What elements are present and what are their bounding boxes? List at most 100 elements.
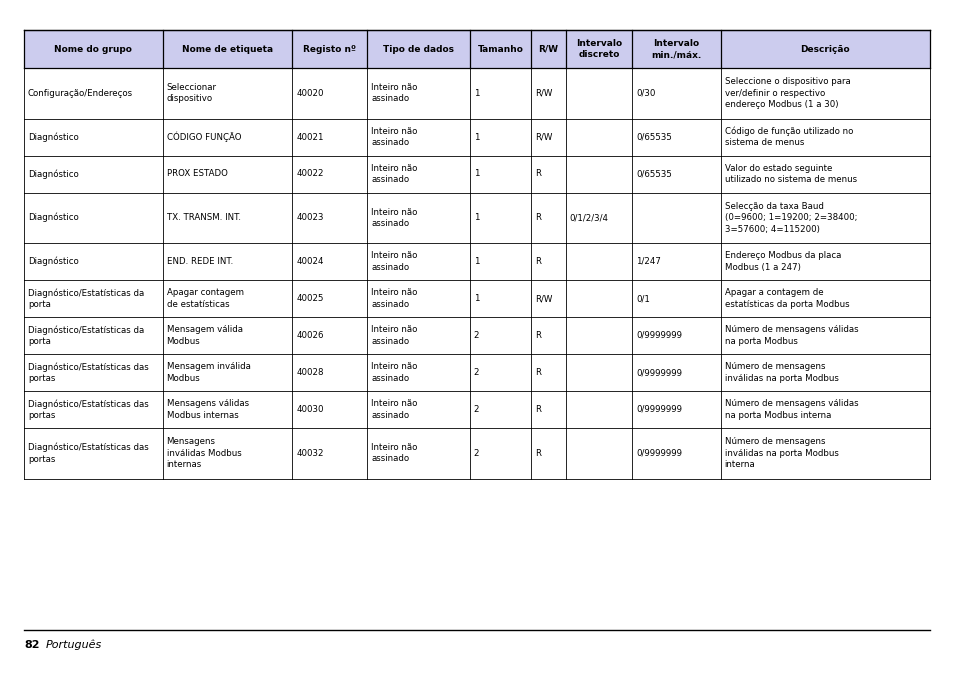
Text: 40024: 40024 — [295, 257, 323, 266]
Text: 1: 1 — [474, 170, 478, 178]
Text: Diagnóstico: Diagnóstico — [28, 133, 79, 142]
Text: 1: 1 — [474, 213, 478, 222]
Text: Diagnóstico/Estatísticas das
portas: Diagnóstico/Estatísticas das portas — [28, 362, 149, 383]
Text: Tipo de dados: Tipo de dados — [383, 44, 454, 53]
Text: Diagnóstico: Diagnóstico — [28, 169, 79, 179]
Text: Registo nº: Registo nº — [303, 44, 355, 53]
Text: Inteiro não
assinado: Inteiro não assinado — [371, 127, 417, 147]
Text: Configuração/Endereços: Configuração/Endereços — [28, 89, 133, 98]
Text: Seleccionar
dispositivo: Seleccionar dispositivo — [167, 83, 216, 104]
Text: Código de função utilizado no
sistema de menus: Código de função utilizado no sistema de… — [724, 127, 852, 147]
Text: Mensagens válidas
Modbus internas: Mensagens válidas Modbus internas — [167, 399, 249, 420]
Text: R: R — [535, 170, 540, 178]
Text: 40022: 40022 — [295, 170, 323, 178]
Text: Diagnóstico/Estatísticas da
porta: Diagnóstico/Estatísticas da porta — [28, 288, 144, 309]
Text: Mensagem inválida
Modbus: Mensagem inválida Modbus — [167, 362, 251, 383]
Bar — [24, 280, 929, 317]
Text: 40032: 40032 — [295, 449, 323, 458]
Text: R: R — [535, 405, 540, 414]
Bar — [24, 354, 929, 391]
Bar — [24, 118, 929, 155]
Text: Selecção da taxa Baud
(0=9600; 1=19200; 2=38400;
3=57600; 4=115200): Selecção da taxa Baud (0=9600; 1=19200; … — [724, 202, 857, 234]
Text: Número de mensagens
inválidas na porta Modbus: Número de mensagens inválidas na porta M… — [724, 362, 838, 383]
Text: Número de mensagens válidas
na porta Modbus: Número de mensagens válidas na porta Mod… — [724, 325, 858, 346]
Text: 40026: 40026 — [295, 331, 323, 340]
Text: 40021: 40021 — [295, 133, 323, 141]
Text: Valor do estado seguinte
utilizado no sistema de menus: Valor do estado seguinte utilizado no si… — [724, 164, 856, 184]
Text: 0/30: 0/30 — [636, 89, 655, 98]
Text: Inteiro não
assinado: Inteiro não assinado — [371, 399, 417, 420]
Bar — [24, 30, 929, 68]
Text: R: R — [535, 331, 540, 340]
Text: Inteiro não
assinado: Inteiro não assinado — [371, 251, 417, 272]
Text: R/W: R/W — [538, 44, 558, 53]
Text: 2: 2 — [474, 405, 478, 414]
Text: Descrição: Descrição — [800, 44, 849, 53]
Text: Mensagens
inválidas Modbus
internas: Mensagens inválidas Modbus internas — [167, 437, 241, 469]
Text: Apagar a contagem de
estatísticas da porta Modbus: Apagar a contagem de estatísticas da por… — [724, 288, 848, 309]
Text: Inteiro não
assinado: Inteiro não assinado — [371, 164, 417, 184]
Text: 40030: 40030 — [295, 405, 323, 414]
Text: Intervalo
discreto: Intervalo discreto — [576, 39, 621, 59]
Text: 0/9999999: 0/9999999 — [636, 449, 681, 458]
Text: Inteiro não
assinado: Inteiro não assinado — [371, 325, 417, 346]
Text: Inteiro não
assinado: Inteiro não assinado — [371, 362, 417, 383]
Bar — [24, 243, 929, 280]
Text: CÓDIGO FUNÇÃO: CÓDIGO FUNÇÃO — [167, 132, 241, 142]
Text: Nome de etiqueta: Nome de etiqueta — [182, 44, 273, 53]
Text: Diagnóstico/Estatísticas das
portas: Diagnóstico/Estatísticas das portas — [28, 443, 149, 464]
Text: 1/247: 1/247 — [636, 257, 660, 266]
Text: 0/9999999: 0/9999999 — [636, 368, 681, 377]
Text: Endereço Modbus da placa
Modbus (1 a 247): Endereço Modbus da placa Modbus (1 a 247… — [724, 251, 841, 272]
Text: TX. TRANSM. INT.: TX. TRANSM. INT. — [167, 213, 240, 222]
Text: Número de mensagens
inválidas na porta Modbus
interna: Número de mensagens inválidas na porta M… — [724, 437, 838, 469]
Text: Nome do grupo: Nome do grupo — [54, 44, 132, 53]
Text: 0/9999999: 0/9999999 — [636, 405, 681, 414]
Text: 0/65535: 0/65535 — [636, 133, 671, 141]
Text: R/W: R/W — [535, 133, 552, 141]
Text: END. REDE INT.: END. REDE INT. — [167, 257, 233, 266]
Text: R: R — [535, 213, 540, 222]
Text: 1: 1 — [474, 89, 478, 98]
Text: Apagar contagem
de estatísticas: Apagar contagem de estatísticas — [167, 288, 243, 309]
Text: Diagnóstico/Estatísticas das
portas: Diagnóstico/Estatísticas das portas — [28, 399, 149, 420]
Bar — [24, 428, 929, 479]
Text: Diagnóstico: Diagnóstico — [28, 257, 79, 267]
Text: 0/9999999: 0/9999999 — [636, 331, 681, 340]
Text: Diagnóstico: Diagnóstico — [28, 213, 79, 223]
Bar — [24, 317, 929, 354]
Bar — [24, 68, 929, 118]
Text: 1: 1 — [474, 294, 478, 303]
Text: R/W: R/W — [535, 89, 552, 98]
Text: Inteiro não
assinado: Inteiro não assinado — [371, 288, 417, 309]
Text: 2: 2 — [474, 449, 478, 458]
Text: 2: 2 — [474, 331, 478, 340]
Text: Mensagem válida
Modbus: Mensagem válida Modbus — [167, 325, 242, 346]
Bar — [24, 391, 929, 428]
Text: Número de mensagens válidas
na porta Modbus interna: Número de mensagens válidas na porta Mod… — [724, 399, 858, 420]
Text: Inteiro não
assinado: Inteiro não assinado — [371, 207, 417, 228]
Text: Tamanho: Tamanho — [477, 44, 523, 53]
Text: 0/65535: 0/65535 — [636, 170, 671, 178]
Text: Inteiro não
assinado: Inteiro não assinado — [371, 83, 417, 104]
Text: R: R — [535, 257, 540, 266]
Text: 0/1/2/3/4: 0/1/2/3/4 — [569, 213, 608, 222]
Text: 40028: 40028 — [295, 368, 323, 377]
Text: 0/1: 0/1 — [636, 294, 649, 303]
Text: Intervalo
min./máx.: Intervalo min./máx. — [651, 39, 700, 59]
Text: 82: 82 — [24, 640, 39, 650]
Text: Seleccione o dispositivo para
ver/definir o respectivo
endereço Modbus (1 a 30): Seleccione o dispositivo para ver/defini… — [724, 77, 849, 109]
Text: PROX ESTADO: PROX ESTADO — [167, 170, 227, 178]
Text: R: R — [535, 449, 540, 458]
Bar — [24, 192, 929, 243]
Text: R: R — [535, 368, 540, 377]
Text: 1: 1 — [474, 133, 478, 141]
Text: 1: 1 — [474, 257, 478, 266]
Bar — [24, 155, 929, 192]
Text: 40020: 40020 — [295, 89, 323, 98]
Text: 2: 2 — [474, 368, 478, 377]
Text: Português: Português — [46, 640, 102, 650]
Text: 40025: 40025 — [295, 294, 323, 303]
Text: Inteiro não
assinado: Inteiro não assinado — [371, 443, 417, 464]
Text: R/W: R/W — [535, 294, 552, 303]
